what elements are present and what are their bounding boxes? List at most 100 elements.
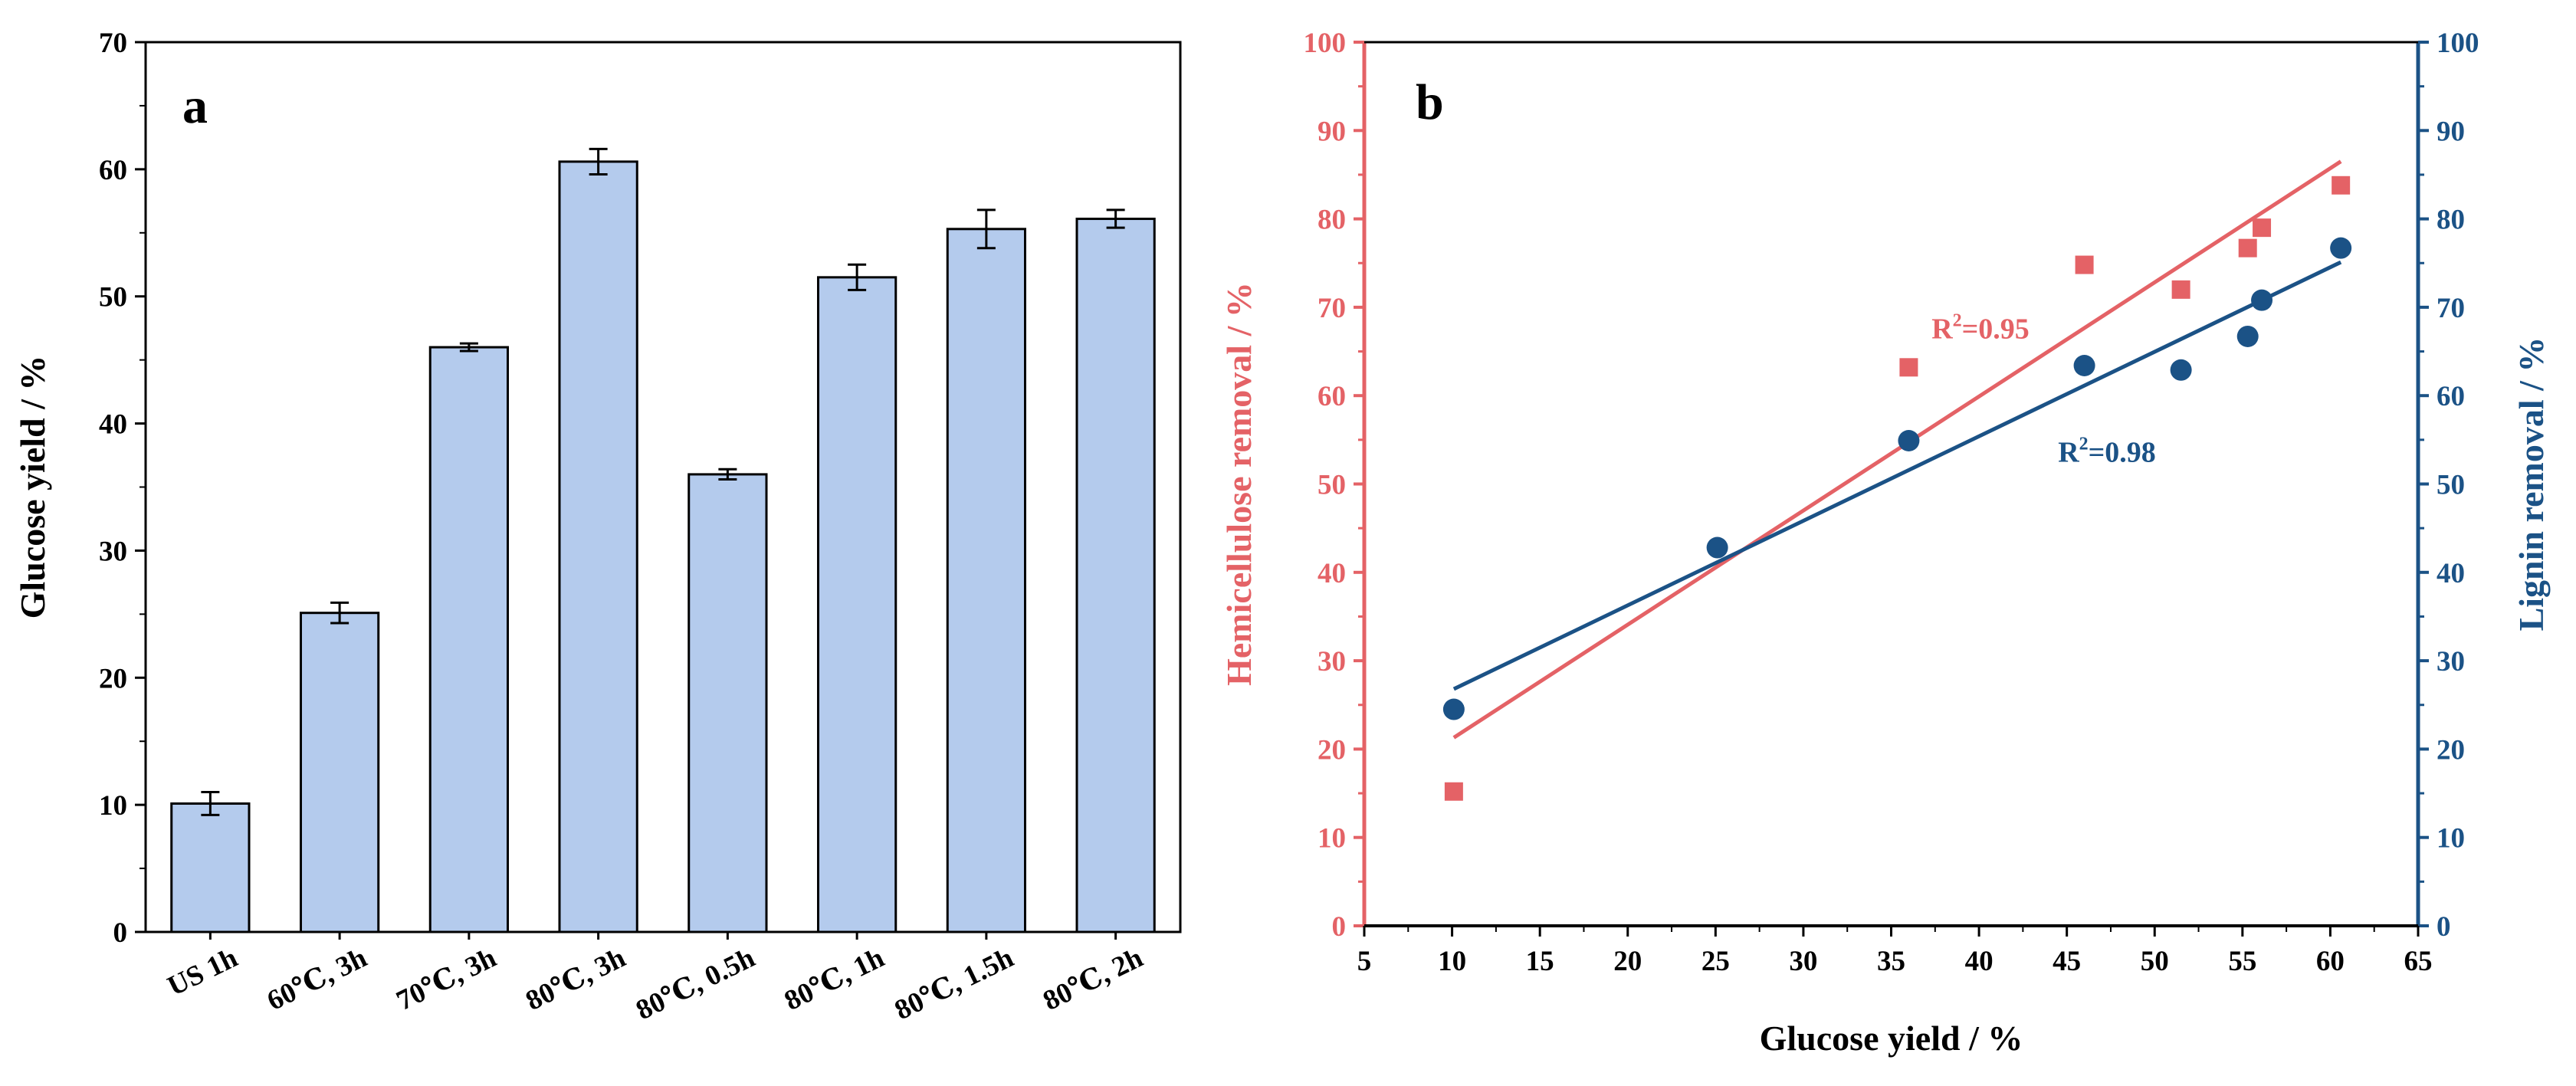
right-y-tick-label: 40 xyxy=(2437,558,2465,589)
x-category-label: US 1h xyxy=(162,942,242,1002)
error-bar-7 xyxy=(1106,208,1125,229)
lignin-point xyxy=(1442,698,1465,720)
hemicellulose-point xyxy=(2171,280,2190,299)
right-y-tick-label: 0 xyxy=(2437,911,2451,943)
x-tick-label: 60 xyxy=(2316,946,2345,977)
x-tick-label: 45 xyxy=(2053,946,2081,977)
r-symbol: R xyxy=(2058,437,2079,469)
left-y-tick-label: 60 xyxy=(1318,381,1346,412)
panel-b-x-axis-title: Glucose yield / % xyxy=(1760,1019,2023,1058)
x-category-label: 80℃, 3h xyxy=(521,942,631,1017)
right-y-tick-label: 60 xyxy=(2437,381,2465,412)
bar-4 xyxy=(687,473,768,933)
error-bar-2 xyxy=(459,342,478,353)
right-y-tick-label: 70 xyxy=(2437,293,2465,324)
hemicellulose-r-squared-label: R2=0.95 xyxy=(1931,310,2030,345)
lignin-point xyxy=(2236,325,2259,347)
x-category-label: 80℃, 0.5h xyxy=(632,942,760,1026)
left-y-tick-label: 70 xyxy=(1318,293,1346,324)
left-y-tick-label: 20 xyxy=(1318,734,1346,766)
y-tick-label: 40 xyxy=(99,409,127,441)
panel-a-bar-chart: 0 10 20 30 40 50 60 70 US 1h 60℃, 3h 70℃, 3h 80℃, … xyxy=(13,28,1182,1026)
left-y-tick-label: 0 xyxy=(1332,911,1347,943)
x-tick-label: 10 xyxy=(1438,946,1466,977)
x-category-label: 80℃, 2h xyxy=(1039,942,1148,1017)
y-tick-label: 20 xyxy=(99,663,127,694)
right-y-tick-label: 20 xyxy=(2437,734,2465,766)
lignin-point xyxy=(2073,354,2095,376)
panel-a-y-axis-title: Glucose yield / % xyxy=(13,356,52,619)
x-category-label: 80℃, 1h xyxy=(779,942,889,1017)
right-y-tick-label: 90 xyxy=(2437,116,2465,147)
y-tick-label: 70 xyxy=(99,28,127,59)
x-tick-label: 55 xyxy=(2228,946,2256,977)
superscript: 2 xyxy=(1953,310,1962,330)
bar-6 xyxy=(946,228,1026,933)
panel-b-left-y-axis-title: Hemicellulose removal / % xyxy=(1219,282,1258,686)
lignin-point xyxy=(1898,430,1920,452)
x-tick-label: 50 xyxy=(2141,946,2169,977)
y-tick-label: 0 xyxy=(113,917,128,949)
right-y-tick-label: 100 xyxy=(2437,28,2479,59)
hemicellulose-point xyxy=(2253,218,2272,238)
fit-line-lignin xyxy=(1452,260,2342,691)
left-y-tick-label: 50 xyxy=(1318,470,1346,501)
hemicellulose-point xyxy=(2332,176,2351,195)
bar-3 xyxy=(558,160,638,933)
y-tick-label: 10 xyxy=(99,790,127,822)
panel-b-scatter-chart: 0 10 20 30 40 50 60 70 80 90 100 0 10 20 30 40 50 60 70 80… xyxy=(1219,28,2551,1058)
hemicellulose-point xyxy=(1444,782,1463,801)
hemicellulose-point xyxy=(2238,238,2257,258)
left-y-tick-label: 90 xyxy=(1318,116,1346,147)
bar-1 xyxy=(300,612,380,933)
x-tick-label: 65 xyxy=(2404,946,2433,977)
fit-line-hemicellulose xyxy=(1452,159,2342,740)
y-tick-label: 30 xyxy=(99,536,127,567)
panel-a-label: a xyxy=(182,78,208,134)
x-tick-label: 35 xyxy=(1877,946,1905,977)
x-category-label: 80℃, 1.5h xyxy=(890,942,1019,1026)
left-y-tick-label: 10 xyxy=(1318,823,1346,855)
error-bar-0 xyxy=(201,791,220,816)
left-y-tick-label: 40 xyxy=(1318,558,1346,589)
error-bar-3 xyxy=(589,147,608,176)
x-category-label: 70℃, 3h xyxy=(392,942,501,1017)
x-category-label: 60℃, 3h xyxy=(262,942,372,1017)
r-symbol: R xyxy=(1931,313,1953,345)
x-tick-label: 5 xyxy=(1357,946,1372,977)
r-value: =0.98 xyxy=(2089,437,2156,469)
hemicellulose-point xyxy=(2075,255,2094,274)
right-y-tick-label: 80 xyxy=(2437,205,2465,236)
left-y-tick-label: 100 xyxy=(1304,28,1347,59)
error-bar-5 xyxy=(848,263,867,291)
panel-b-label: b xyxy=(1416,74,1444,130)
error-bar-4 xyxy=(718,468,737,481)
lignin-point xyxy=(2170,359,2192,381)
left-y-tick-label: 30 xyxy=(1318,646,1346,678)
right-y-tick-label: 50 xyxy=(2437,470,2465,501)
bar-2 xyxy=(428,346,509,933)
y-tick-label: 60 xyxy=(99,155,127,186)
lignin-point xyxy=(1706,536,1728,559)
lignin-r-squared-label: R2=0.98 xyxy=(2058,435,2156,469)
x-tick-label: 40 xyxy=(1965,946,1994,977)
right-y-tick-label: 30 xyxy=(2437,646,2465,678)
left-y-tick-label: 80 xyxy=(1318,205,1346,236)
lignin-point xyxy=(2251,289,2273,311)
bar-7 xyxy=(1075,218,1156,933)
y-tick-label: 50 xyxy=(99,282,127,313)
x-tick-label: 25 xyxy=(1701,946,1730,977)
right-y-tick-label: 10 xyxy=(2437,823,2465,855)
x-tick-label: 30 xyxy=(1789,946,1817,977)
r-value: =0.95 xyxy=(1962,313,2030,345)
error-bar-6 xyxy=(976,208,996,250)
x-tick-label: 20 xyxy=(1613,946,1642,977)
error-bar-1 xyxy=(330,601,349,625)
x-tick-label: 15 xyxy=(1526,946,1554,977)
bar-0 xyxy=(170,802,251,933)
superscript: 2 xyxy=(2079,435,2089,454)
lignin-point xyxy=(2330,237,2352,259)
hemicellulose-point xyxy=(1899,358,1918,377)
bar-5 xyxy=(817,276,897,933)
